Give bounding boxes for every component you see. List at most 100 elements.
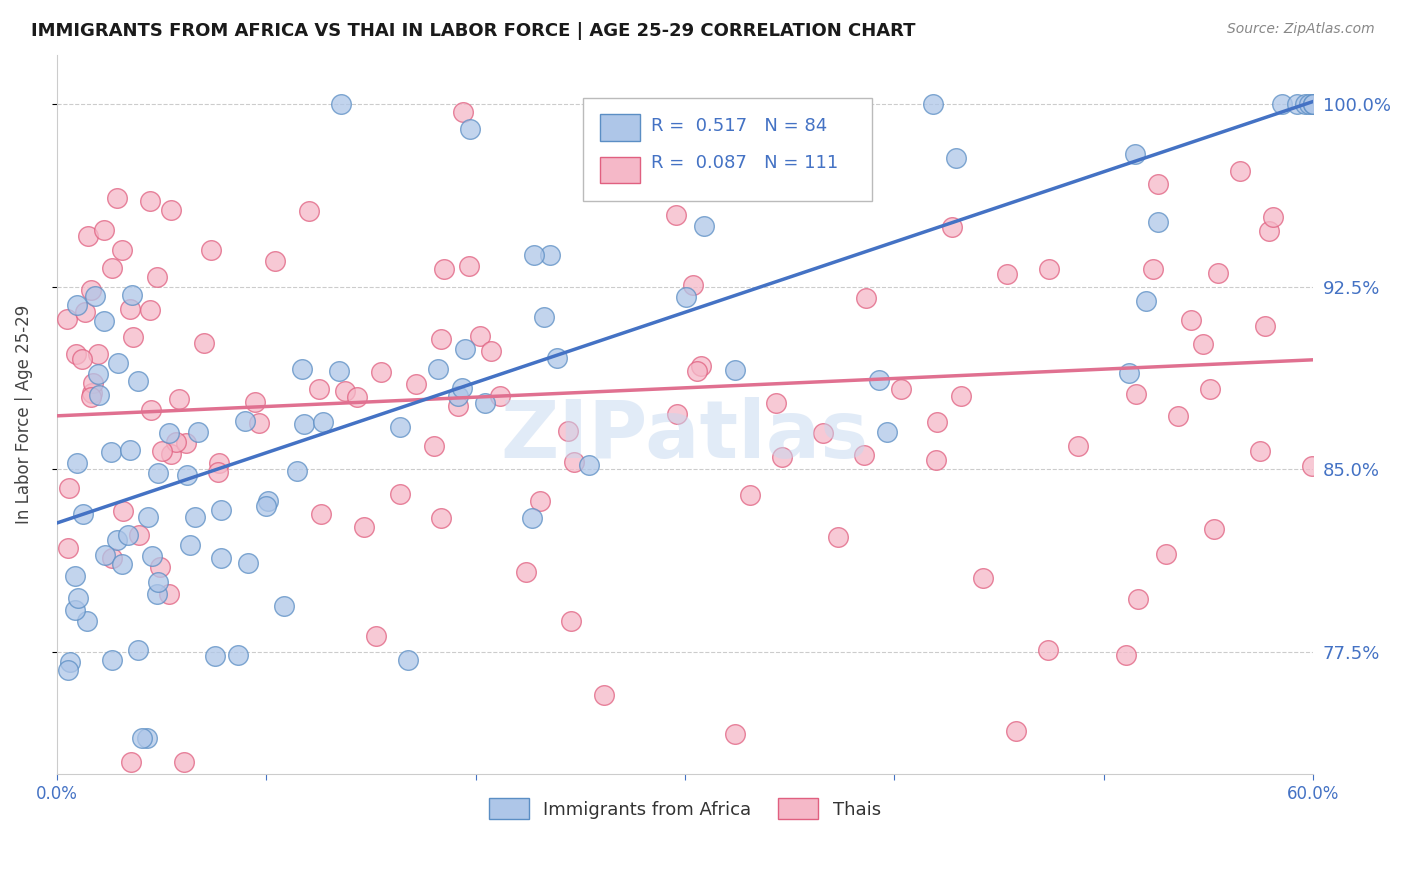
Point [56, 312, 79, 326]
Point [1135, 294, 1157, 309]
Point [995, 267, 1018, 281]
Point [422, 439, 444, 453]
Point [101, 261, 124, 276]
Point [388, 419, 411, 434]
Point [1005, 724, 1028, 739]
Point [146, 270, 169, 285]
Point [430, 511, 453, 525]
Point [136, 510, 159, 524]
Point [533, 310, 555, 325]
Point [93, 314, 115, 328]
Point [93, 223, 115, 237]
Point [77, 228, 100, 243]
Point [58, 481, 80, 495]
Point [1038, 262, 1060, 277]
Point [1192, 337, 1215, 351]
Point [127, 374, 149, 388]
Point [1206, 266, 1229, 280]
Point [94, 548, 117, 562]
Point [174, 435, 197, 450]
Point [76, 614, 98, 628]
Point [927, 416, 949, 430]
Point [690, 359, 713, 374]
Point [118, 302, 141, 317]
Point [263, 254, 285, 268]
Point [67, 591, 90, 605]
Point [1199, 382, 1222, 396]
Point [593, 688, 616, 702]
Point [1301, 458, 1323, 473]
Point [173, 755, 195, 769]
Point [740, 488, 762, 502]
Point [65, 569, 87, 583]
Point [82, 376, 104, 390]
Point [160, 202, 183, 217]
Point [101, 550, 124, 565]
Point [121, 288, 143, 302]
Point [80, 390, 103, 404]
Point [686, 364, 709, 378]
Point [311, 508, 333, 522]
Point [176, 467, 198, 482]
Point [165, 434, 187, 449]
Point [664, 208, 686, 222]
Point [312, 416, 335, 430]
Point [557, 424, 579, 438]
Point [105, 191, 128, 205]
Point [207, 466, 229, 480]
Point [1302, 96, 1324, 111]
Point [922, 96, 945, 111]
Point [333, 384, 356, 398]
Point [120, 755, 142, 769]
Point [1298, 96, 1320, 111]
Text: IMMIGRANTS FROM AFRICA VS THAI IN LABOR FORCE | AGE 25-29 CORRELATION CHART: IMMIGRANTS FROM AFRICA VS THAI IN LABOR … [31, 22, 915, 40]
Point [950, 389, 973, 403]
Text: ZIPatlas: ZIPatlas [501, 397, 869, 475]
Point [515, 565, 537, 579]
Point [257, 494, 280, 508]
Point [254, 499, 277, 513]
Point [770, 450, 793, 464]
Point [1249, 444, 1271, 458]
Point [79, 283, 101, 297]
Point [72, 508, 94, 522]
Point [1258, 224, 1281, 238]
Point [523, 248, 546, 262]
Point [868, 373, 890, 387]
Point [562, 455, 585, 469]
Point [538, 248, 561, 262]
Point [447, 389, 470, 403]
Point [87, 347, 110, 361]
Point [724, 363, 747, 377]
Point [1147, 215, 1170, 229]
Point [709, 104, 731, 119]
Point [157, 426, 180, 441]
Point [146, 574, 169, 589]
Point [298, 204, 321, 219]
Point [179, 538, 201, 552]
Point [105, 533, 128, 547]
Point [73, 305, 96, 319]
Point [111, 243, 134, 257]
Point [560, 614, 582, 628]
Point [139, 194, 162, 208]
Point [811, 426, 834, 441]
Legend: Immigrants from Africa, Thais: Immigrants from Africa, Thais [482, 791, 889, 826]
Point [682, 278, 704, 293]
Point [211, 503, 233, 517]
Point [447, 400, 470, 414]
Point [1115, 648, 1137, 662]
Point [226, 648, 249, 662]
Point [1285, 96, 1308, 111]
Point [811, 122, 834, 136]
Point [160, 447, 183, 461]
Point [1123, 146, 1146, 161]
Point [204, 648, 226, 663]
Point [852, 448, 875, 462]
Point [233, 414, 256, 428]
Point [638, 162, 661, 177]
Point [111, 557, 134, 571]
Point [1180, 313, 1202, 327]
Point [522, 511, 544, 525]
Point [433, 261, 456, 276]
